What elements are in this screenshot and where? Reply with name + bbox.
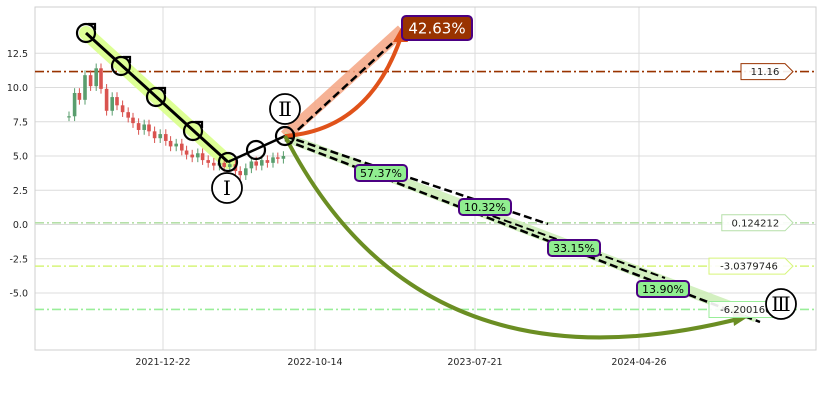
candle-body: [265, 160, 270, 163]
wave-label: Ⅲ: [771, 292, 790, 316]
wave-node-circle: [245, 139, 267, 161]
y-tick-label: 7.5: [13, 117, 28, 128]
candle-body: [212, 162, 216, 166]
candle-body: [228, 164, 232, 167]
cycle-marker-circle: [110, 55, 132, 77]
x-tick-label: 2023-07-21: [447, 357, 502, 368]
percent-label: 42.63%: [408, 20, 465, 38]
wave-label: Ⅰ: [223, 176, 231, 200]
wave-label-circle: [269, 93, 301, 125]
plot-frame: [34, 6, 817, 351]
wave-overlay: [75, 22, 761, 340]
percent-label: 13.90%: [642, 283, 684, 296]
candle-body: [276, 157, 280, 159]
candle-body: [238, 171, 242, 176]
percent-label-box: [354, 164, 408, 182]
percent-label: 57.37%: [360, 167, 402, 180]
percent-label-box: [458, 198, 512, 216]
candle-body: [94, 68, 98, 87]
y-tick-label: 2.5: [13, 186, 28, 197]
y-tick-label: -2.5: [9, 254, 28, 265]
candle-body: [200, 153, 205, 161]
wave-label-circle: [211, 172, 243, 204]
candle-body: [249, 161, 254, 169]
candle-body: [190, 154, 194, 158]
candle-body: [164, 134, 168, 141]
wave-up-line: [227, 134, 286, 164]
candle-body: [115, 97, 119, 106]
level-label: 11.16: [751, 67, 780, 78]
candle-body: [147, 124, 151, 132]
percent-label-box: [636, 280, 690, 298]
level-label-box: [721, 214, 794, 232]
candle-body: [196, 153, 200, 158]
candle-body: [72, 92, 77, 117]
candle-body: [206, 160, 210, 163]
arrow-down-curve: [283, 135, 743, 340]
candle-body: [180, 143, 184, 151]
wave-down-line: [84, 31, 230, 164]
candle-body: [77, 92, 82, 100]
candle-body: [126, 112, 130, 118]
candle-body: [88, 75, 93, 87]
level-label-box: [708, 257, 794, 275]
cycle-marker-circle: [145, 86, 167, 108]
level-label: -6.2001609: [720, 305, 778, 316]
y-tick-label: 10.0: [7, 83, 28, 94]
level-label: 0.124212: [732, 218, 780, 229]
wave-label-circle: [765, 288, 797, 320]
wave-node-circle: [217, 151, 239, 173]
candle-body: [271, 157, 275, 163]
candle-body: [184, 150, 189, 155]
candle-body: [110, 97, 114, 111]
candle-body: [244, 168, 248, 176]
cycle-marker-circle: [182, 120, 204, 142]
percent-label: 10.32%: [464, 201, 506, 214]
y-tick-label: 0.0: [13, 220, 28, 231]
price-candles: [67, 63, 286, 180]
percent-label-box: [547, 239, 601, 257]
candle-body: [99, 68, 103, 89]
x-tick-label: 2021-12-22: [135, 357, 190, 368]
cycle-marker-hook: [123, 55, 132, 63]
candle-body: [83, 75, 87, 100]
trend-bands: [79, 25, 760, 322]
candle-body: [222, 162, 226, 167]
y-tick-label: 12.5: [7, 49, 28, 60]
candle-body: [260, 160, 264, 166]
arrow-up-curve: [284, 33, 404, 138]
candle-body: [254, 161, 258, 166]
annotations: 11.16 0.124212 -3.0379746 -6.2001609 Ⅰ Ⅱ Ⅲ 42.6…: [211, 15, 797, 320]
y-tick-label: 5.0: [13, 152, 28, 163]
x-tick-label: 2022-10-14: [287, 357, 342, 368]
candle-body: [168, 140, 173, 147]
percent-label: 33.15%: [553, 242, 595, 255]
y-tick-label: -5.0: [9, 289, 28, 300]
candle-body: [152, 131, 157, 139]
uptrend-highlight: [280, 25, 407, 141]
candle-body: [136, 123, 141, 130]
wave-label: Ⅱ: [278, 97, 292, 121]
candle-body: [174, 143, 178, 147]
level-label: -3.0379746: [720, 262, 778, 273]
candle-body: [120, 105, 125, 113]
candle-body: [131, 117, 135, 124]
cycle-marker-hook: [88, 22, 97, 30]
axis-ticks: 12.5 10.0 7.5 5.0 2.5 0.0 -2.5 -5.0 2021-12-22 20…: [7, 49, 667, 368]
level-label-box: [740, 63, 794, 81]
cycle-marker-circle: [75, 22, 97, 44]
cycle-marker-hook: [195, 120, 204, 128]
candle-body: [281, 156, 286, 159]
candle-body: [104, 88, 109, 111]
cycle-marker-hook: [158, 86, 167, 94]
candle-body: [142, 124, 146, 130]
percent-label-box: [401, 15, 473, 41]
x-tick-label: 2024-04-26: [611, 357, 666, 368]
candle-body: [158, 134, 162, 139]
candle-body: [67, 116, 71, 118]
projection-up-dashed: [288, 35, 401, 139]
wave-node-circle: [274, 125, 296, 147]
level-lines: [35, 70, 816, 311]
